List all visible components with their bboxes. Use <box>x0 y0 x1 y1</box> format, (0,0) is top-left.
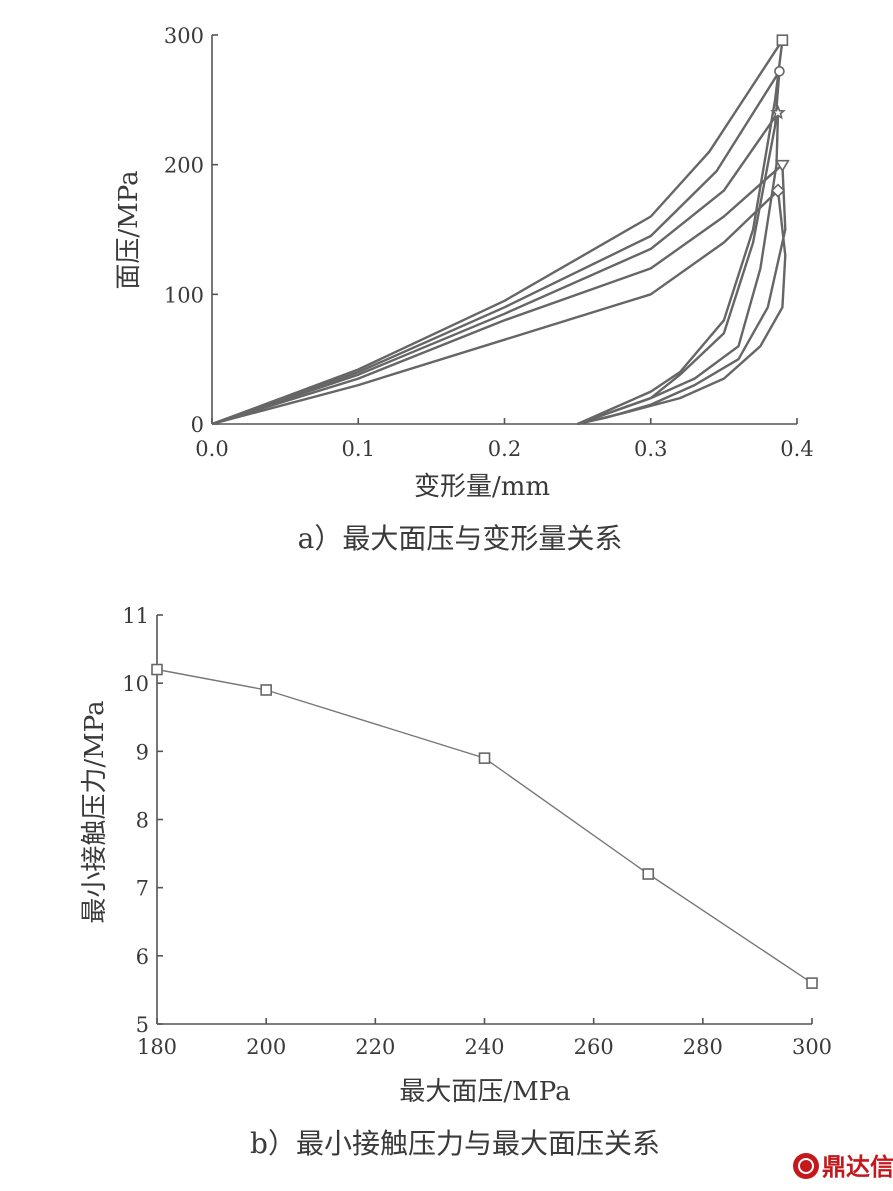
chart-b-y-tick-label: 9 <box>136 740 149 764</box>
chart-a-series-line-4 <box>211 163 787 426</box>
chart-a-x-tick-label: 0.2 <box>488 437 521 461</box>
logo-mark-icon <box>793 1153 819 1179</box>
chart-b-x-tick-label: 280 <box>683 1035 723 1059</box>
chart-a-y-tick-label: 300 <box>164 24 204 48</box>
chart-a-ticks: 0.0 0.1 0.2 0.3 0.4 0 100 200 300 <box>164 24 814 461</box>
chart-b-x-label: 最大面压/MPa <box>399 1077 570 1107</box>
chart-a-series-marker-5 <box>770 183 786 198</box>
chart-b-point <box>151 663 163 676</box>
chart-a-y-tick-label: 0 <box>191 413 204 437</box>
chart-a-series <box>211 34 790 426</box>
chart-a-series-line-2 <box>211 70 781 426</box>
chart-b-y-tick-label: 11 <box>122 604 149 628</box>
chart-a-y-tick-label: 100 <box>164 283 204 307</box>
chart-b-ticks: 180 200 220 240 260 280 300 5 6 7 8 9 10 11 <box>122 604 832 1059</box>
chart-b-point <box>260 684 272 696</box>
logo-ring-icon <box>798 1158 814 1174</box>
chart-a-x-tick-label: 0.4 <box>780 437 813 461</box>
chart-a-caption: a）最大面压与变形量关系 <box>298 522 623 555</box>
chart-a-x-label: 变形量/mm <box>414 472 550 502</box>
chart-b-x-tick-label: 180 <box>137 1035 177 1059</box>
chart-b-point <box>478 752 491 764</box>
chart-b-y-tick-label: 8 <box>136 809 149 833</box>
chart-b-caption: b）最小接触压力与最大面压关系 <box>250 1127 660 1160</box>
chart-a-series-line-5 <box>211 189 787 426</box>
chart-a-x-tick-label: 0.1 <box>342 437 375 461</box>
chart-b-x-tick-label: 200 <box>246 1035 286 1059</box>
chart-b-y-tick-label: 6 <box>136 945 149 969</box>
chart-b-series-line <box>156 668 813 984</box>
chart-a-series-line-3 <box>211 111 780 426</box>
chart-b-y-tick-label: 5 <box>136 1013 149 1037</box>
chart-b-x-tick-label: 260 <box>574 1035 614 1059</box>
chart-a-y-tick-label: 200 <box>164 154 204 178</box>
chart-a-series-marker-1 <box>776 34 789 46</box>
chart-b-x-tick-label: 240 <box>464 1035 504 1059</box>
chart-b-point <box>806 977 818 989</box>
logo-text: 鼎达信 <box>822 1153 893 1181</box>
chart-a-series-line-1 <box>211 39 784 426</box>
chart-b-x-tick-label: 220 <box>355 1035 395 1059</box>
chart-a-y-label: 面压/MPa <box>114 170 144 289</box>
chart-b-y-tick-label: 10 <box>122 672 149 696</box>
chart-a-series-marker-4 <box>774 159 790 173</box>
chart-b-point <box>642 868 655 880</box>
chart-a-series-marker-2 <box>774 66 785 77</box>
chart-b-y-tick-label: 7 <box>136 877 149 901</box>
chart-a-series-marker-3 <box>770 104 786 120</box>
chart-a-x-tick-label: 0.0 <box>195 437 228 461</box>
chart-b-series <box>151 663 818 989</box>
chart-b-y-label: 最小接触压力/MPa <box>80 700 110 923</box>
chart-a-x-tick-label: 0.3 <box>634 437 667 461</box>
chart-b-x-tick-label: 300 <box>792 1035 832 1059</box>
watermark-logo: 鼎达信 <box>793 1153 893 1181</box>
